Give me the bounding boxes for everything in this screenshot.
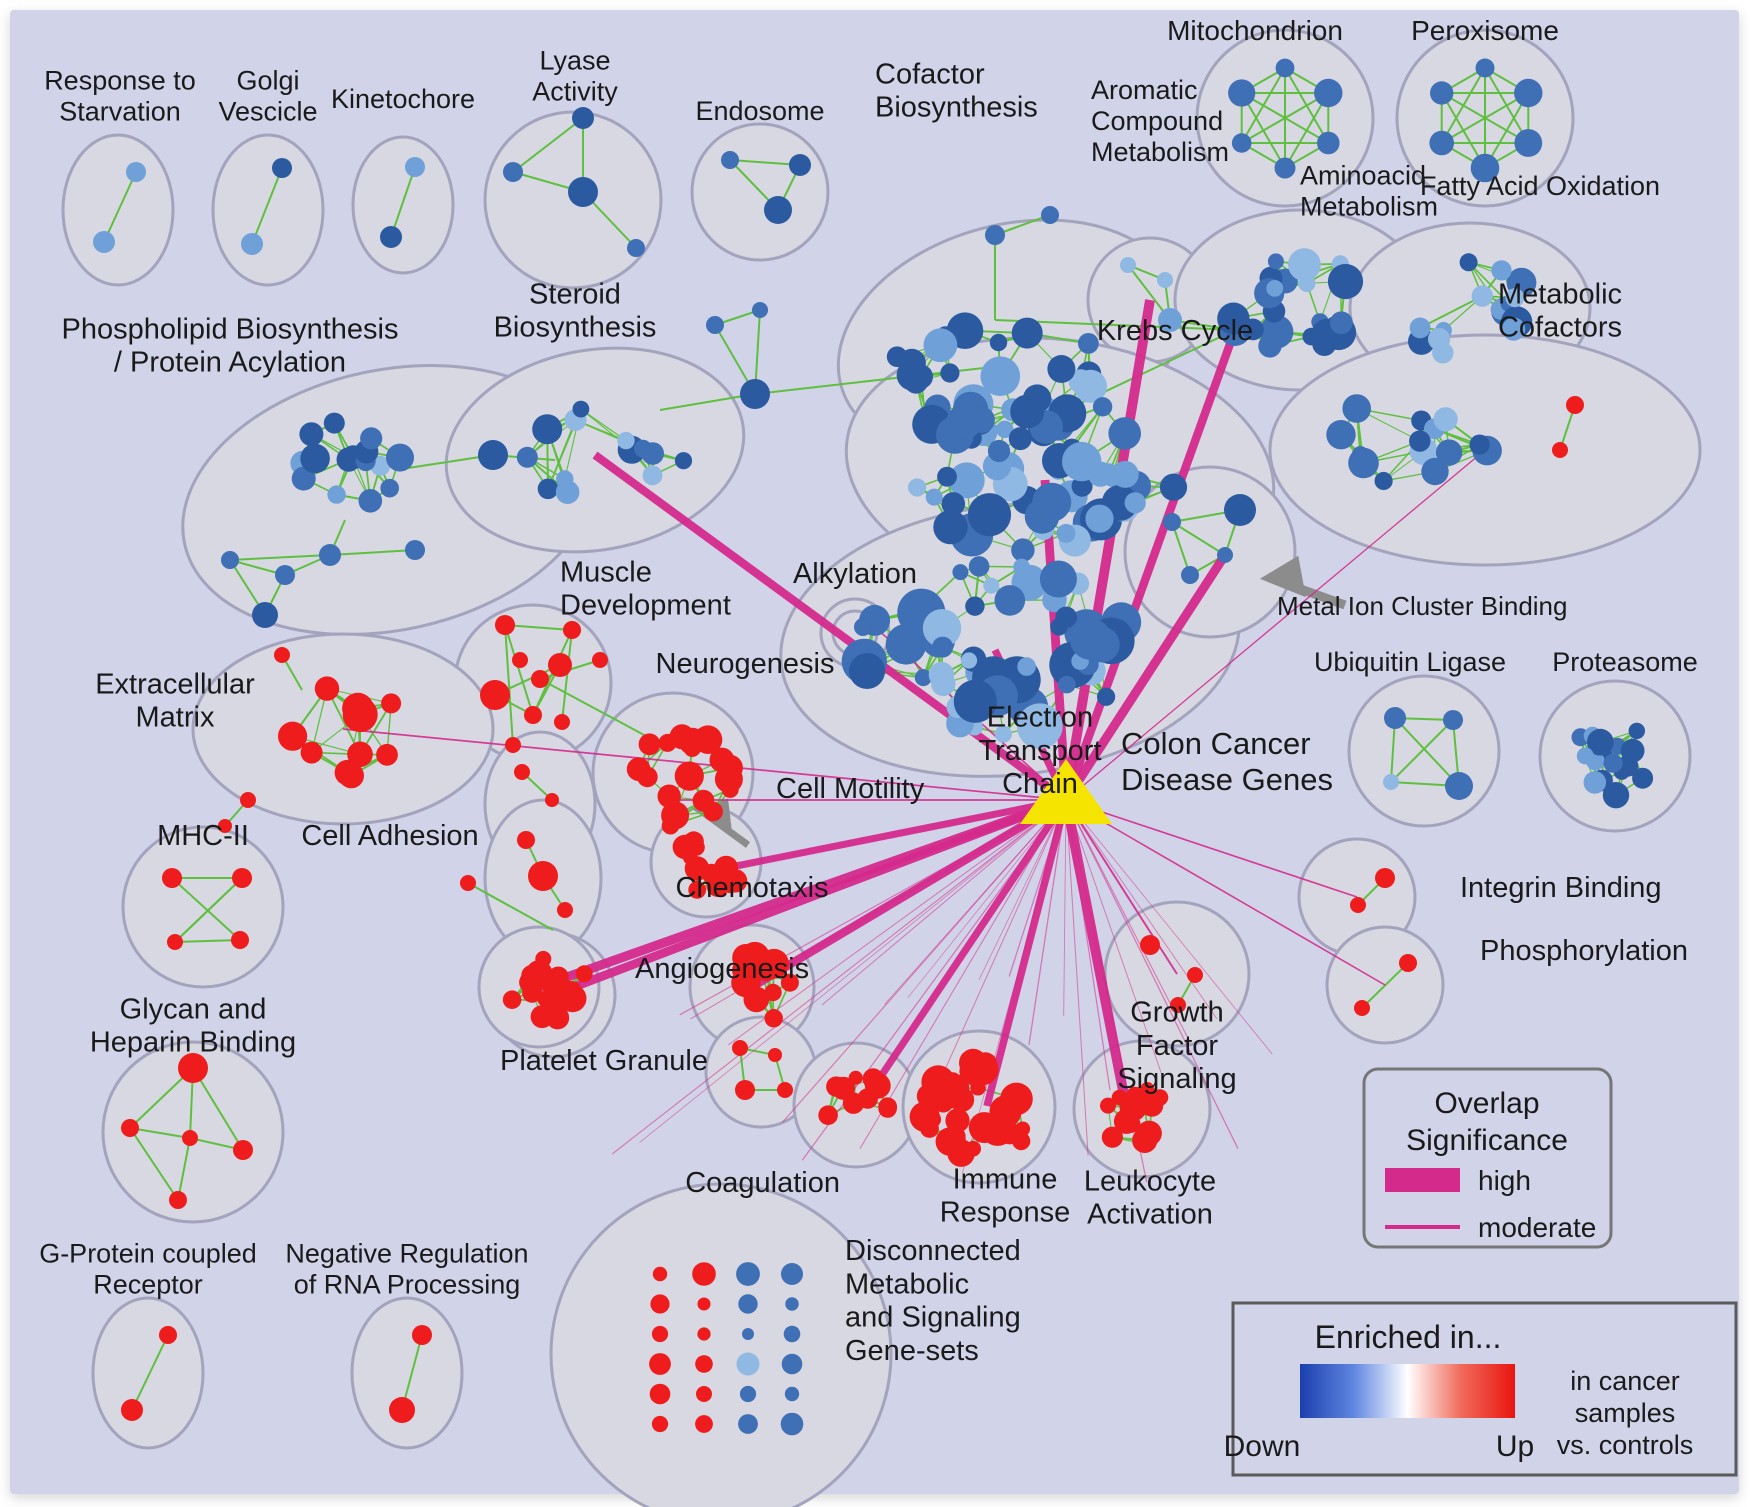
svg-text:Enriched in...: Enriched in... [1315, 1319, 1502, 1355]
svg-text:Neurogenesis: Neurogenesis [656, 648, 835, 680]
svg-text:Proteasome: Proteasome [1552, 647, 1698, 677]
svg-text:Down: Down [1224, 1430, 1301, 1463]
svg-text:MHC-II: MHC-II [157, 820, 249, 852]
svg-text:Significance: Significance [1406, 1124, 1568, 1157]
svg-text:in cancer: in cancer [1570, 1366, 1680, 1396]
svg-text:Up: Up [1496, 1430, 1534, 1463]
svg-text:Integrin Binding: Integrin Binding [1460, 872, 1662, 904]
svg-text:Cell Adhesion: Cell Adhesion [301, 820, 478, 852]
svg-text:high: high [1478, 1165, 1531, 1196]
svg-text:vs. controls: vs. controls [1557, 1430, 1694, 1460]
svg-text:Endosome: Endosome [695, 96, 824, 126]
svg-text:Kinetochore: Kinetochore [331, 84, 475, 114]
svg-text:Alkylation: Alkylation [793, 558, 917, 590]
svg-text:Ubiquitin Ligase: Ubiquitin Ligase [1314, 647, 1506, 677]
svg-text:Chemotaxis: Chemotaxis [675, 872, 828, 904]
svg-text:Mitochondrion: Mitochondrion [1167, 15, 1343, 46]
svg-text:moderate: moderate [1478, 1212, 1596, 1243]
svg-text:Peroxisome: Peroxisome [1411, 15, 1559, 46]
svg-text:Overlap: Overlap [1434, 1087, 1539, 1120]
svg-text:Fatty Acid Oxidation: Fatty Acid Oxidation [1420, 171, 1660, 201]
svg-text:Metal Ion Cluster Binding: Metal Ion Cluster Binding [1277, 591, 1567, 621]
svg-text:Phosphorylation: Phosphorylation [1480, 935, 1688, 967]
svg-text:Platelet Granule: Platelet Granule [500, 1045, 708, 1077]
svg-text:Angiogenesis: Angiogenesis [635, 953, 809, 985]
svg-text:samples: samples [1575, 1398, 1676, 1428]
svg-text:Cell Motility: Cell Motility [776, 773, 925, 805]
svg-text:Krebs Cycle: Krebs Cycle [1097, 315, 1253, 347]
svg-text:Coagulation: Coagulation [685, 1167, 840, 1199]
